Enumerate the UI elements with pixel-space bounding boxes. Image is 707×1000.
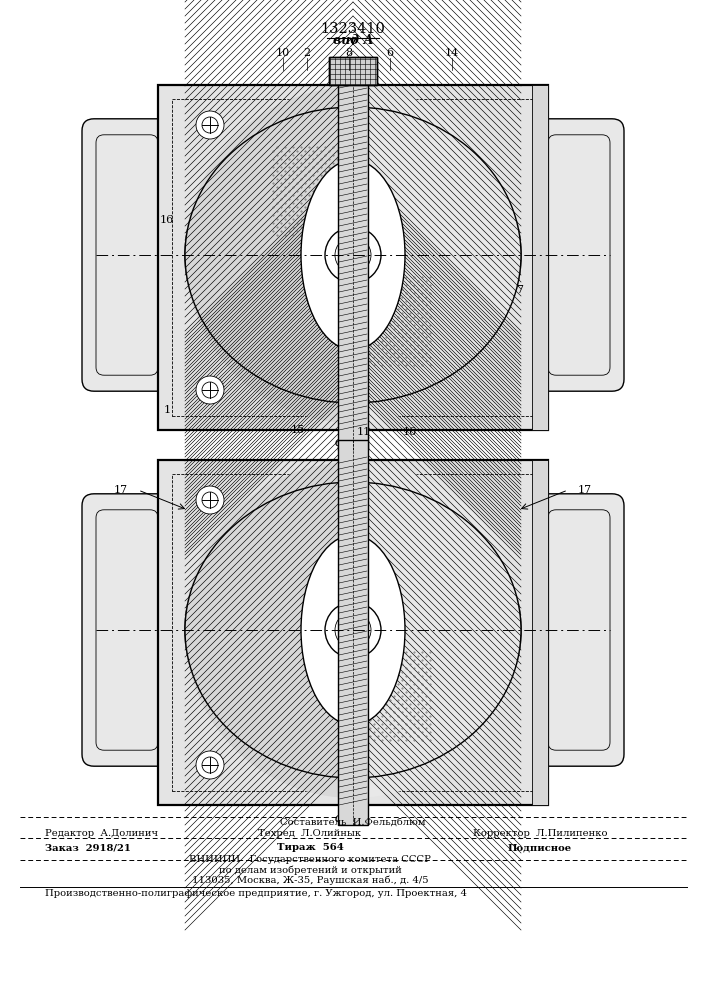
Text: Подписное: Подписное: [508, 844, 572, 852]
Circle shape: [335, 237, 371, 273]
Text: Составитель  И.Фельдблюм: Составитель И.Фельдблюм: [280, 818, 426, 826]
Text: Редактор  А.Долинич: Редактор А.Долинич: [45, 828, 158, 838]
Circle shape: [196, 376, 224, 404]
Bar: [158, 85, 548, 430]
Bar: [338, 440, 368, 825]
Text: 10: 10: [276, 48, 290, 58]
Circle shape: [196, 751, 224, 779]
Text: 11: 11: [357, 427, 371, 437]
Bar: [329, 57, 377, 85]
Text: Тираж  564: Тираж 564: [276, 844, 344, 852]
Text: 113035, Москва, Ж-35, Раушская наб., д. 4/5: 113035, Москва, Ж-35, Раушская наб., д. …: [192, 875, 428, 885]
Text: 6: 6: [387, 48, 394, 58]
FancyBboxPatch shape: [82, 494, 170, 766]
Circle shape: [196, 111, 224, 139]
Text: 7: 7: [517, 285, 523, 295]
Bar: [172, 474, 534, 791]
Text: 16: 16: [160, 215, 174, 225]
Circle shape: [325, 227, 381, 283]
Bar: [329, 57, 377, 85]
Bar: [158, 460, 548, 805]
FancyBboxPatch shape: [536, 494, 624, 766]
Circle shape: [325, 602, 381, 658]
FancyBboxPatch shape: [82, 119, 170, 391]
Text: Корректор  Л.Пилипенко: Корректор Л.Пилипенко: [473, 828, 607, 838]
FancyBboxPatch shape: [536, 119, 624, 391]
Text: 1: 1: [163, 405, 170, 415]
Circle shape: [202, 757, 218, 773]
Bar: [172, 99, 534, 416]
Text: 8: 8: [346, 48, 353, 58]
Text: Техред  Л.Олийнык: Техред Л.Олийнык: [259, 828, 361, 838]
Bar: [532, 460, 548, 805]
Ellipse shape: [301, 160, 405, 350]
Text: 17: 17: [114, 485, 128, 495]
Text: ВНИИПИ   Государственного комитета СССР: ВНИИПИ Государственного комитета СССР: [189, 856, 431, 864]
Text: фиг.4: фиг.4: [335, 812, 371, 825]
Text: 17: 17: [578, 485, 592, 495]
Bar: [532, 85, 548, 430]
Text: 2: 2: [303, 48, 310, 58]
Text: Заказ  2918/21: Заказ 2918/21: [45, 844, 131, 852]
Circle shape: [335, 612, 371, 648]
Bar: [338, 65, 368, 450]
Text: 14: 14: [445, 48, 459, 58]
Ellipse shape: [185, 482, 521, 778]
Text: вид А: вид А: [333, 34, 373, 47]
Ellipse shape: [301, 535, 405, 725]
Circle shape: [202, 382, 218, 398]
Circle shape: [196, 486, 224, 514]
Text: 15: 15: [291, 425, 305, 435]
Text: Производственно-полиграфическое предприятие, г. Ужгород, ул. Проектная, 4: Производственно-полиграфическое предприя…: [45, 890, 467, 898]
Circle shape: [202, 117, 218, 133]
Text: 1323410: 1323410: [320, 22, 385, 36]
Text: фиг.3: фиг.3: [335, 436, 371, 449]
Wedge shape: [185, 462, 353, 798]
Text: 16: 16: [403, 427, 417, 437]
Circle shape: [202, 492, 218, 508]
Wedge shape: [353, 462, 521, 798]
Text: по делам изобретений и открытий: по делам изобретений и открытий: [218, 865, 402, 875]
Ellipse shape: [185, 107, 521, 403]
Wedge shape: [353, 87, 521, 423]
Wedge shape: [185, 87, 353, 423]
